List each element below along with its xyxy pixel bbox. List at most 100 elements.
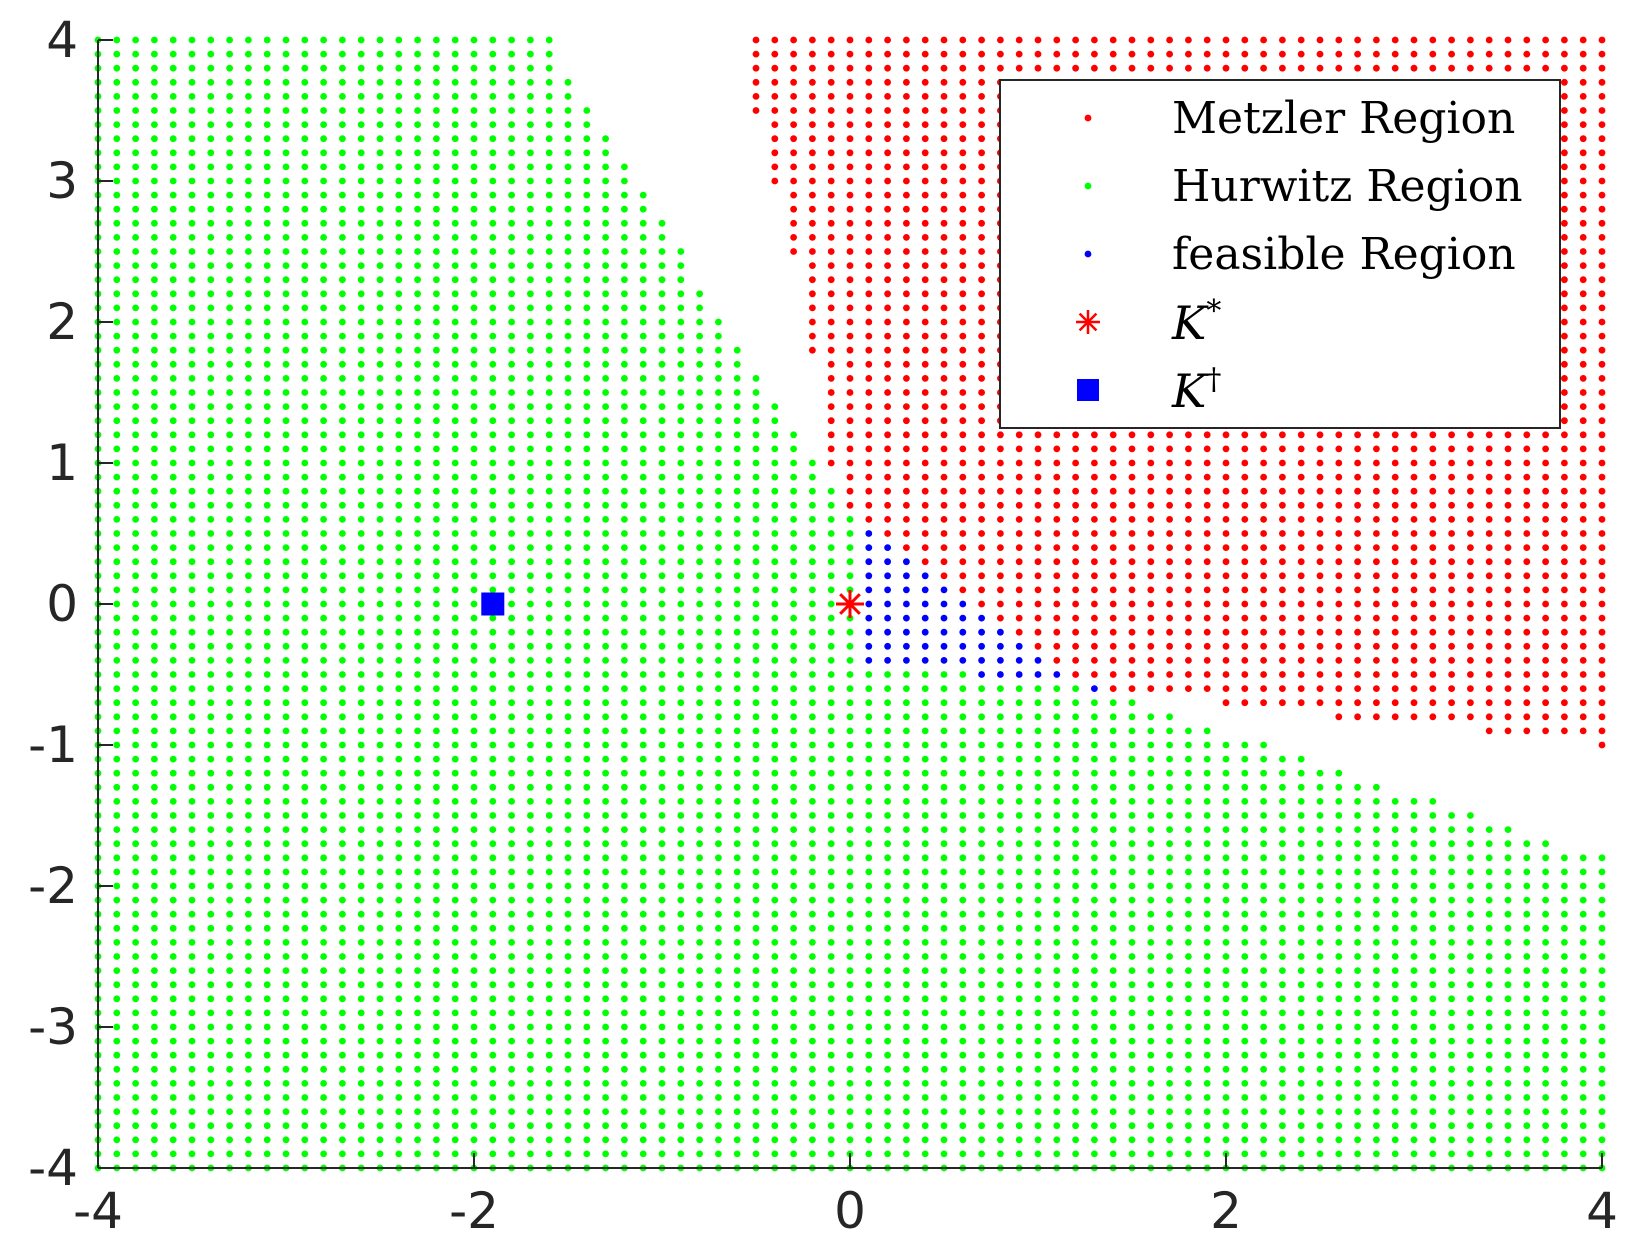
- region-dot: [1091, 64, 1098, 72]
- region-dot: [809, 699, 816, 707]
- region-dot: [489, 487, 497, 495]
- region-dot: [1222, 967, 1230, 974]
- region-dot: [978, 304, 985, 312]
- region-dot: [1335, 995, 1343, 1003]
- region-dot: [545, 121, 553, 128]
- region-dot: [1109, 882, 1117, 890]
- region-dot: [245, 769, 252, 777]
- region-dot: [940, 1150, 948, 1158]
- region-dot: [470, 727, 478, 735]
- region-dot: [320, 812, 327, 819]
- region-dot: [790, 840, 797, 848]
- region-dot: [169, 346, 177, 354]
- region-dot: [207, 854, 215, 862]
- region-dot: [677, 516, 685, 523]
- region-dot: [489, 1108, 497, 1115]
- region-dot: [263, 163, 271, 171]
- region-dot: [1279, 1037, 1286, 1045]
- region-dot: [226, 431, 234, 439]
- region-dot: [827, 1023, 835, 1031]
- region-dot: [207, 163, 215, 171]
- region-dot: [1203, 868, 1211, 876]
- region-dot: [188, 882, 196, 890]
- region-dot: [1072, 516, 1079, 523]
- region-dot: [207, 135, 215, 143]
- region-dot: [433, 417, 440, 425]
- region-dot: [978, 473, 985, 481]
- region-dot: [621, 783, 628, 791]
- region-dot: [752, 981, 760, 989]
- region-dot: [1034, 769, 1042, 777]
- region-dot: [696, 586, 703, 594]
- region-dot: [1316, 1009, 1324, 1017]
- region-dot: [151, 1065, 158, 1073]
- region-dot: [733, 586, 741, 594]
- region-dot: [188, 219, 196, 227]
- region-dot: [1467, 910, 1474, 918]
- region-dot: [414, 854, 421, 862]
- region-dot: [226, 360, 234, 368]
- region-dot: [545, 657, 553, 664]
- region-dot: [1147, 967, 1155, 974]
- region-dot: [884, 36, 891, 44]
- region-dot: [959, 445, 967, 453]
- region-dot: [639, 882, 647, 890]
- region-dot: [1561, 868, 1568, 876]
- region-dot: [357, 248, 365, 255]
- region-dot: [339, 149, 346, 157]
- region-dot: [470, 854, 478, 862]
- region-dot: [414, 50, 421, 58]
- region-dot: [301, 896, 309, 904]
- region-dot: [188, 868, 196, 876]
- region-dot: [865, 375, 873, 382]
- region-dot: [376, 586, 384, 594]
- region-dot: [470, 868, 478, 876]
- region-dot: [564, 1080, 572, 1087]
- region-dot: [1485, 1094, 1493, 1101]
- region-dot: [301, 614, 309, 622]
- region-dot: [207, 628, 215, 636]
- region-dot: [414, 713, 421, 721]
- region-dot: [207, 304, 215, 312]
- region-dot: [621, 234, 628, 241]
- region-dot: [809, 1009, 816, 1017]
- region-dot: [1354, 1122, 1361, 1130]
- region-dot: [132, 304, 140, 312]
- region-dot: [339, 600, 346, 608]
- region-dot: [282, 36, 290, 44]
- region-dot: [865, 346, 873, 354]
- region-dot: [771, 501, 779, 509]
- region-dot: [1561, 924, 1568, 932]
- region-dot: [658, 854, 666, 862]
- region-dot: [395, 713, 403, 721]
- region-dot: [677, 1037, 685, 1045]
- region-dot: [263, 93, 271, 100]
- region-dot: [169, 572, 177, 580]
- region-dot: [1015, 558, 1023, 566]
- region-dot: [357, 431, 365, 439]
- region-dot: [545, 403, 553, 410]
- region-dot: [865, 1136, 873, 1144]
- region-dot: [1410, 896, 1418, 904]
- region-dot: [1504, 854, 1512, 862]
- region-dot: [809, 318, 816, 326]
- region-dot: [1128, 642, 1136, 650]
- region-dot: [903, 177, 910, 185]
- region-dot: [207, 403, 215, 410]
- region-dot: [602, 558, 609, 566]
- region-dot: [1034, 445, 1042, 453]
- region-dot: [489, 755, 497, 763]
- region-dot: [339, 741, 346, 749]
- region-dot: [940, 318, 948, 326]
- region-dot: [978, 501, 985, 509]
- region-dot: [940, 205, 948, 213]
- region-dot: [978, 205, 985, 213]
- region-dot: [301, 671, 309, 678]
- region-dot: [1279, 769, 1286, 777]
- region-dot: [1091, 530, 1098, 537]
- region-dot: [433, 1122, 440, 1130]
- region-dot: [696, 290, 703, 298]
- region-dot: [621, 417, 628, 425]
- region-dot: [357, 572, 365, 580]
- region-dot: [508, 163, 515, 171]
